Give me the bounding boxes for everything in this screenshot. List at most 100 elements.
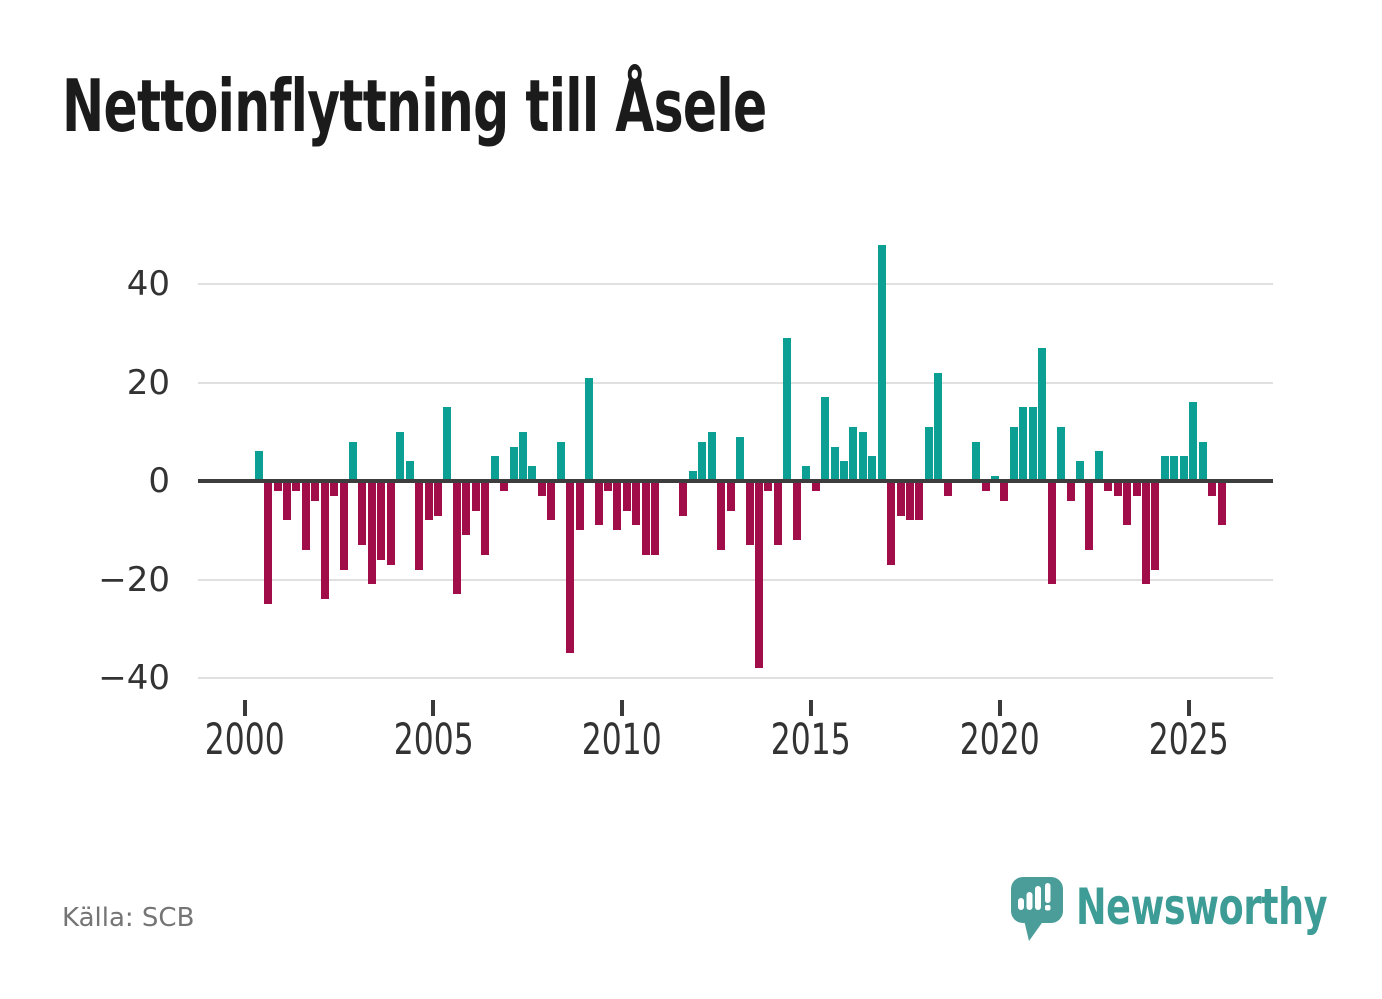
gridline	[198, 677, 1273, 679]
bar	[792, 481, 801, 541]
bar	[339, 481, 348, 570]
bar	[934, 372, 943, 481]
bar	[896, 481, 905, 516]
bar	[830, 446, 839, 481]
bar	[1066, 481, 1075, 501]
bar	[330, 481, 339, 496]
bar	[547, 481, 556, 521]
bar	[490, 456, 499, 481]
bar	[622, 481, 631, 511]
bar	[1009, 426, 1018, 481]
bar	[1208, 481, 1217, 496]
bar	[915, 481, 924, 521]
x-tick	[997, 700, 1002, 716]
bar	[462, 481, 471, 536]
x-tick-label: 2005	[393, 715, 474, 765]
bar	[292, 481, 301, 491]
bar	[386, 481, 395, 565]
bar	[726, 481, 735, 511]
bar	[349, 441, 358, 481]
source-label: Källa: SCB	[62, 903, 195, 933]
bar	[641, 481, 650, 555]
bar	[717, 481, 726, 550]
y-tick-label: 0	[148, 461, 170, 501]
bar	[377, 481, 386, 560]
bar	[566, 481, 575, 654]
bar	[264, 481, 273, 605]
bar	[396, 431, 405, 482]
x-tick-label: 2015	[770, 715, 851, 765]
bar	[405, 461, 414, 481]
bar	[556, 441, 565, 481]
bar	[500, 481, 509, 491]
bar	[943, 481, 952, 496]
x-tick	[808, 700, 813, 716]
bar	[764, 481, 773, 491]
page-title: Nettoinflyttning till Åsele	[62, 64, 1068, 148]
bar	[868, 456, 877, 481]
bar	[1000, 481, 1009, 501]
bar	[849, 426, 858, 481]
bar	[1189, 402, 1198, 481]
bar	[1075, 461, 1084, 481]
bar	[537, 481, 546, 496]
bar	[688, 471, 697, 481]
bar	[1104, 481, 1113, 491]
bar	[887, 481, 896, 565]
bar	[698, 441, 707, 481]
bar	[802, 466, 811, 481]
bar	[736, 436, 745, 481]
bar	[1132, 481, 1141, 496]
bar	[273, 481, 282, 491]
x-tick	[431, 700, 436, 716]
x-tick	[1186, 700, 1191, 716]
bar	[528, 466, 537, 481]
bar	[518, 431, 527, 482]
bar	[745, 481, 754, 545]
y-tick-label: 40	[126, 264, 170, 304]
bar	[358, 481, 367, 545]
gridline	[198, 381, 1273, 384]
bar	[509, 446, 518, 481]
bar	[821, 397, 830, 481]
chart-title-text: Nettoinflyttning till Åsele	[62, 64, 767, 148]
bar	[282, 481, 291, 521]
newsworthy-bubble-icon	[1011, 877, 1063, 941]
bar	[1019, 407, 1028, 481]
bar	[839, 461, 848, 481]
bar	[452, 481, 461, 595]
newsworthy-wordmark: Newsworthy	[1076, 878, 1328, 936]
bar	[471, 481, 480, 511]
bar	[981, 481, 990, 491]
bar	[972, 441, 981, 481]
x-tick-label: 2000	[204, 715, 285, 765]
x-tick-label: 2020	[959, 715, 1040, 765]
bar	[906, 481, 915, 521]
bar	[415, 481, 424, 570]
bar	[1151, 481, 1160, 570]
bar	[858, 431, 867, 482]
bar	[311, 481, 320, 501]
bar	[1028, 407, 1037, 481]
bar	[1198, 441, 1207, 481]
bar	[481, 481, 490, 555]
bar	[773, 481, 782, 545]
bar	[594, 481, 603, 526]
bar	[754, 481, 763, 669]
bar	[1085, 481, 1094, 550]
bar	[1057, 426, 1066, 481]
gridline	[198, 283, 1273, 285]
bar	[1179, 456, 1188, 481]
bar	[424, 481, 433, 521]
bar	[679, 481, 688, 516]
bar	[632, 481, 641, 526]
bar	[811, 481, 820, 491]
y-tick-label: 20	[126, 362, 170, 403]
bar	[254, 451, 263, 481]
bar	[1047, 481, 1056, 585]
y-tick-label: −20	[98, 559, 170, 600]
bar	[707, 431, 716, 482]
bar	[1170, 456, 1179, 481]
bar	[1113, 481, 1122, 496]
